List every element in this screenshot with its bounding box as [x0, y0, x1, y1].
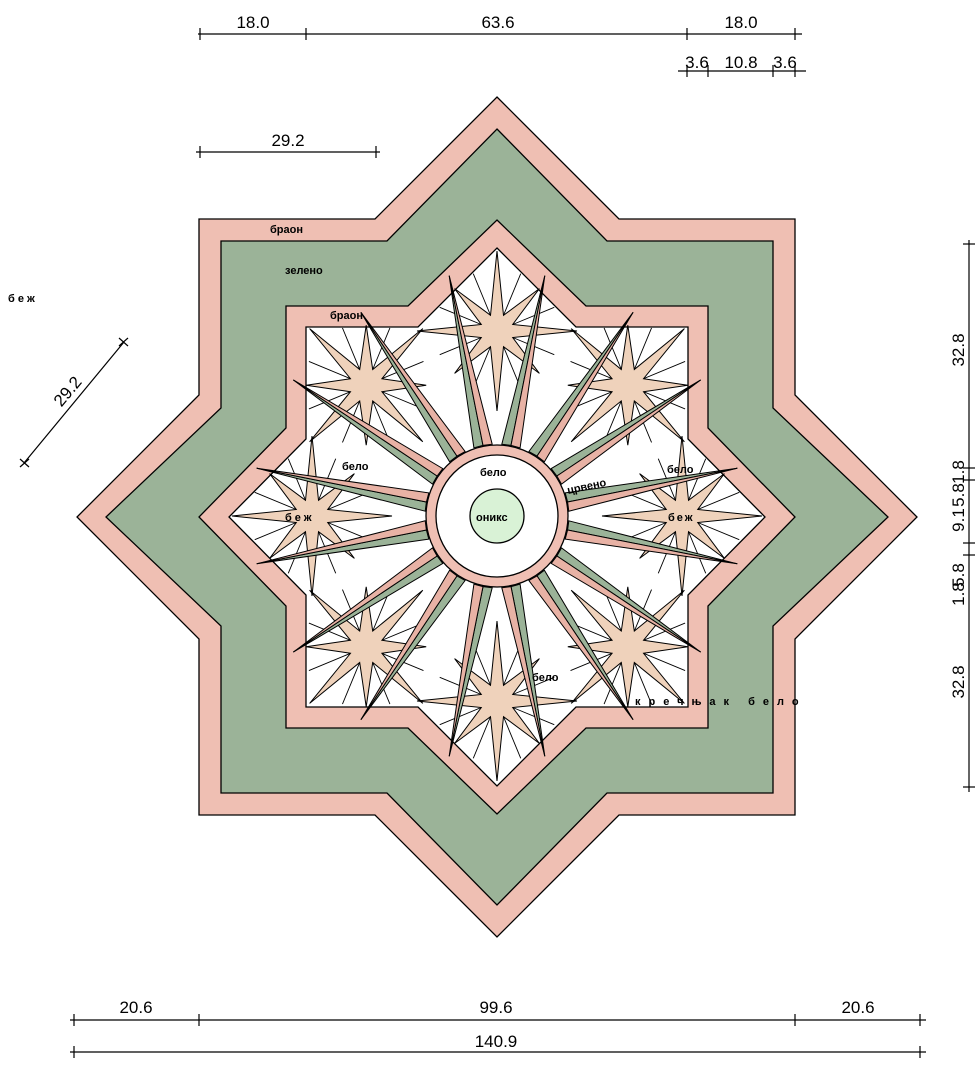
compass-rays: [256, 275, 738, 757]
dim-ticks-total: [73, 1046, 921, 1058]
dim-bottom-right: 20.6: [841, 998, 874, 1017]
compass-ray-red: [448, 275, 493, 446]
dim-ticks-diagonal: [19, 337, 129, 468]
beige-star: [416, 250, 578, 412]
dim-top-left: 18.0: [236, 13, 269, 32]
dim-ticks-inner: [199, 146, 377, 158]
dim-inner: 29.2: [271, 131, 304, 150]
label-brown-outer: браон: [270, 224, 303, 236]
dim-ticks-right: [963, 243, 975, 788]
label-green: зелено: [285, 265, 323, 277]
compass-ray-red: [550, 555, 701, 653]
label-beige-outside: б е ж: [8, 293, 35, 305]
compass-ray-red: [293, 547, 438, 653]
dim-right-b: 1.8: [949, 460, 968, 484]
beige-star: [416, 620, 578, 782]
dim-sub-a: 3.6: [685, 53, 709, 72]
beige-star: [231, 435, 393, 597]
compass-ray-red: [556, 379, 701, 485]
dim-right-mid: 9.1: [949, 508, 968, 532]
dim-right-a: 5.8: [949, 483, 968, 507]
label-beige-left: беж: [285, 512, 315, 524]
label-white-bottom: бело: [532, 672, 559, 684]
label-white-right: бело: [667, 464, 694, 476]
onyx-disc: [469, 488, 525, 544]
label-brown-inner: браон: [330, 310, 363, 322]
dim-ticks-bottom: [73, 1014, 921, 1026]
compass-ray-red: [501, 586, 546, 757]
dim-bottom-total: 140.9: [475, 1032, 518, 1051]
label-white-center: бело: [480, 467, 507, 479]
dim-top-middle: 63.6: [481, 13, 514, 32]
beige-star: [306, 325, 427, 446]
dim-line-diagonal: [23, 341, 125, 464]
beige-star: [601, 435, 763, 597]
compass-ray-red: [536, 312, 634, 463]
dim-top-right: 18.0: [724, 13, 757, 32]
dim-right-bottom: 32.8: [949, 665, 968, 698]
dim-sub-c: 3.6: [773, 53, 797, 72]
compass-ray-red: [293, 379, 444, 477]
dim-right-top: 32.8: [949, 333, 968, 366]
dim-ticks-sub: [686, 65, 796, 77]
dim-sub-b: 10.8: [724, 53, 757, 72]
compass-ray-red: [567, 467, 738, 512]
label-limestone: кречњак бело: [635, 696, 807, 708]
compass-ray-red: [564, 529, 738, 565]
compass-ray-red: [510, 275, 546, 449]
beige-star: [567, 586, 688, 707]
label-onyx: оникс: [476, 512, 508, 524]
dim-bottom-left: 20.6: [119, 998, 152, 1017]
dim-ticks-top: [199, 28, 796, 40]
compass-ray-red: [528, 575, 634, 720]
label-beige-right: беж: [668, 512, 695, 524]
compass-ray-red: [360, 569, 458, 720]
beige-star: [567, 325, 688, 446]
label-white-left: бело: [342, 461, 369, 473]
compass-ray-red: [256, 467, 430, 503]
compass-ray-red: [448, 583, 484, 757]
compass-ray-red: [360, 312, 466, 457]
dim-bottom-middle: 99.6: [479, 998, 512, 1017]
dim-right-c: 5.8: [949, 563, 968, 587]
beige-star: [306, 586, 427, 707]
dim-right-d: 1.8: [949, 582, 968, 606]
compass-ray-red: [256, 520, 427, 565]
beige-stars: [231, 250, 763, 782]
dim-diagonal: 29.2: [50, 373, 86, 411]
